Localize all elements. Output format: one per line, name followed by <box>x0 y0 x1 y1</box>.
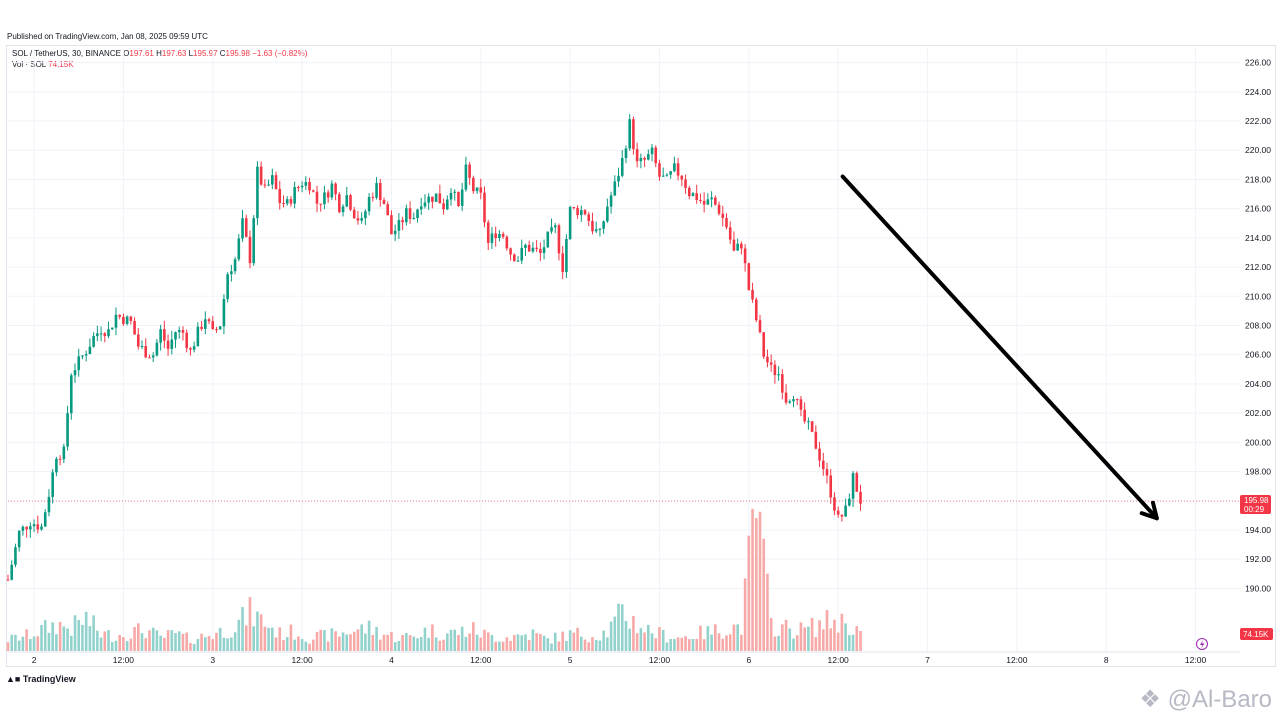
published-header: Published on TradingView.com, Jan 08, 20… <box>7 32 208 41</box>
tradingview-footer[interactable]: ▲■ TradingView <box>6 674 76 684</box>
open-label: O <box>123 49 130 58</box>
symbol-legend: SOL / TetherUS, 30, BINANCE O197.61 H197… <box>12 49 307 58</box>
high-label: H <box>156 49 162 58</box>
open-value: 197.61 <box>129 49 154 58</box>
volume-label: Vol · SOL <box>12 60 46 69</box>
watermark-logo-icon: ❖ <box>1139 686 1161 713</box>
volume-value: 74.15K <box>48 60 74 69</box>
author-watermark: ❖ @Al-Baro <box>1139 685 1272 714</box>
watermark-text: @Al-Baro <box>1167 686 1272 713</box>
tradingview-logo-icon: ▲■ <box>6 674 21 684</box>
close-label: C <box>219 49 226 58</box>
tradingview-brand: TradingView <box>22 674 76 684</box>
close-value: 195.98 <box>225 49 250 58</box>
low-label: L <box>188 49 194 58</box>
chart-frame[interactable] <box>6 45 1276 667</box>
low-value: 195.97 <box>193 49 218 58</box>
high-value: 197.63 <box>161 49 187 58</box>
change-value: −1.63 (−0.82%) <box>252 49 308 58</box>
volume-legend: Vol · SOL 74.15K <box>12 60 74 69</box>
symbol-label: SOL / TetherUS, 30, BINANCE <box>12 49 121 58</box>
